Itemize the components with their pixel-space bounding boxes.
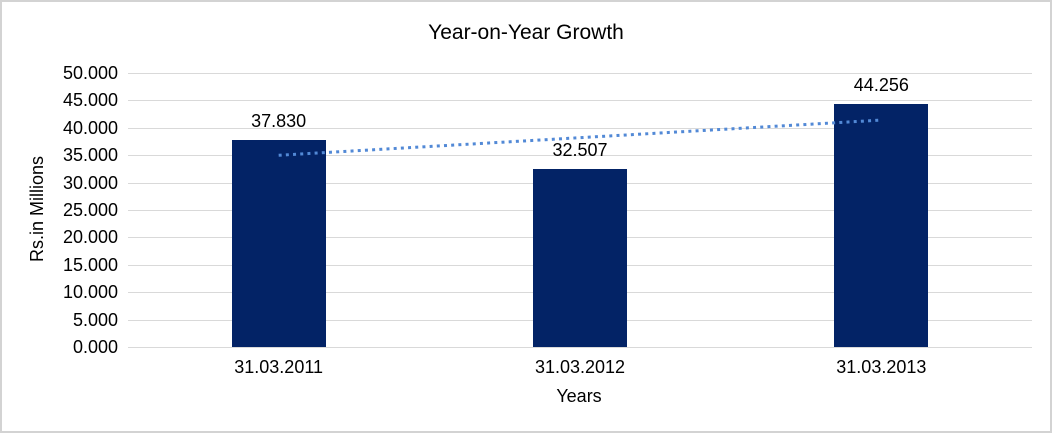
y-tick-label: 0.000 <box>72 337 118 357</box>
bar-value-label: 32.507 <box>552 139 608 160</box>
chart-title: Year-on-Year Growth <box>428 21 624 44</box>
bar-value-label: 44.256 <box>853 75 909 96</box>
gridline <box>128 73 1032 74</box>
y-tick-label: 10.000 <box>62 282 118 303</box>
bar <box>533 168 627 347</box>
x-tick-label: 31.03.2012 <box>534 357 626 377</box>
x-axis-title: Years <box>556 386 602 406</box>
y-tick-label: 25.000 <box>62 200 118 220</box>
x-tick-label: 31.03.2011 <box>234 357 324 377</box>
bar <box>834 104 929 347</box>
x-tick-label: 31.03.2013 <box>836 357 927 377</box>
gridline <box>128 347 1032 348</box>
y-tick-label: 45.000 <box>62 90 118 111</box>
y-tick-label: 15.000 <box>62 254 118 275</box>
bar-value-label: 37.830 <box>251 110 307 131</box>
y-tick-label: 5.000 <box>72 309 118 330</box>
y-tick-label: 35.000 <box>62 145 118 166</box>
y-tick-label: 40.000 <box>62 117 118 138</box>
y-tick-label: 30.000 <box>62 172 118 193</box>
bar <box>231 139 326 347</box>
gridline <box>128 100 1032 102</box>
y-tick-label: 20.000 <box>62 227 118 248</box>
y-tick-label: 50.000 <box>62 63 118 83</box>
